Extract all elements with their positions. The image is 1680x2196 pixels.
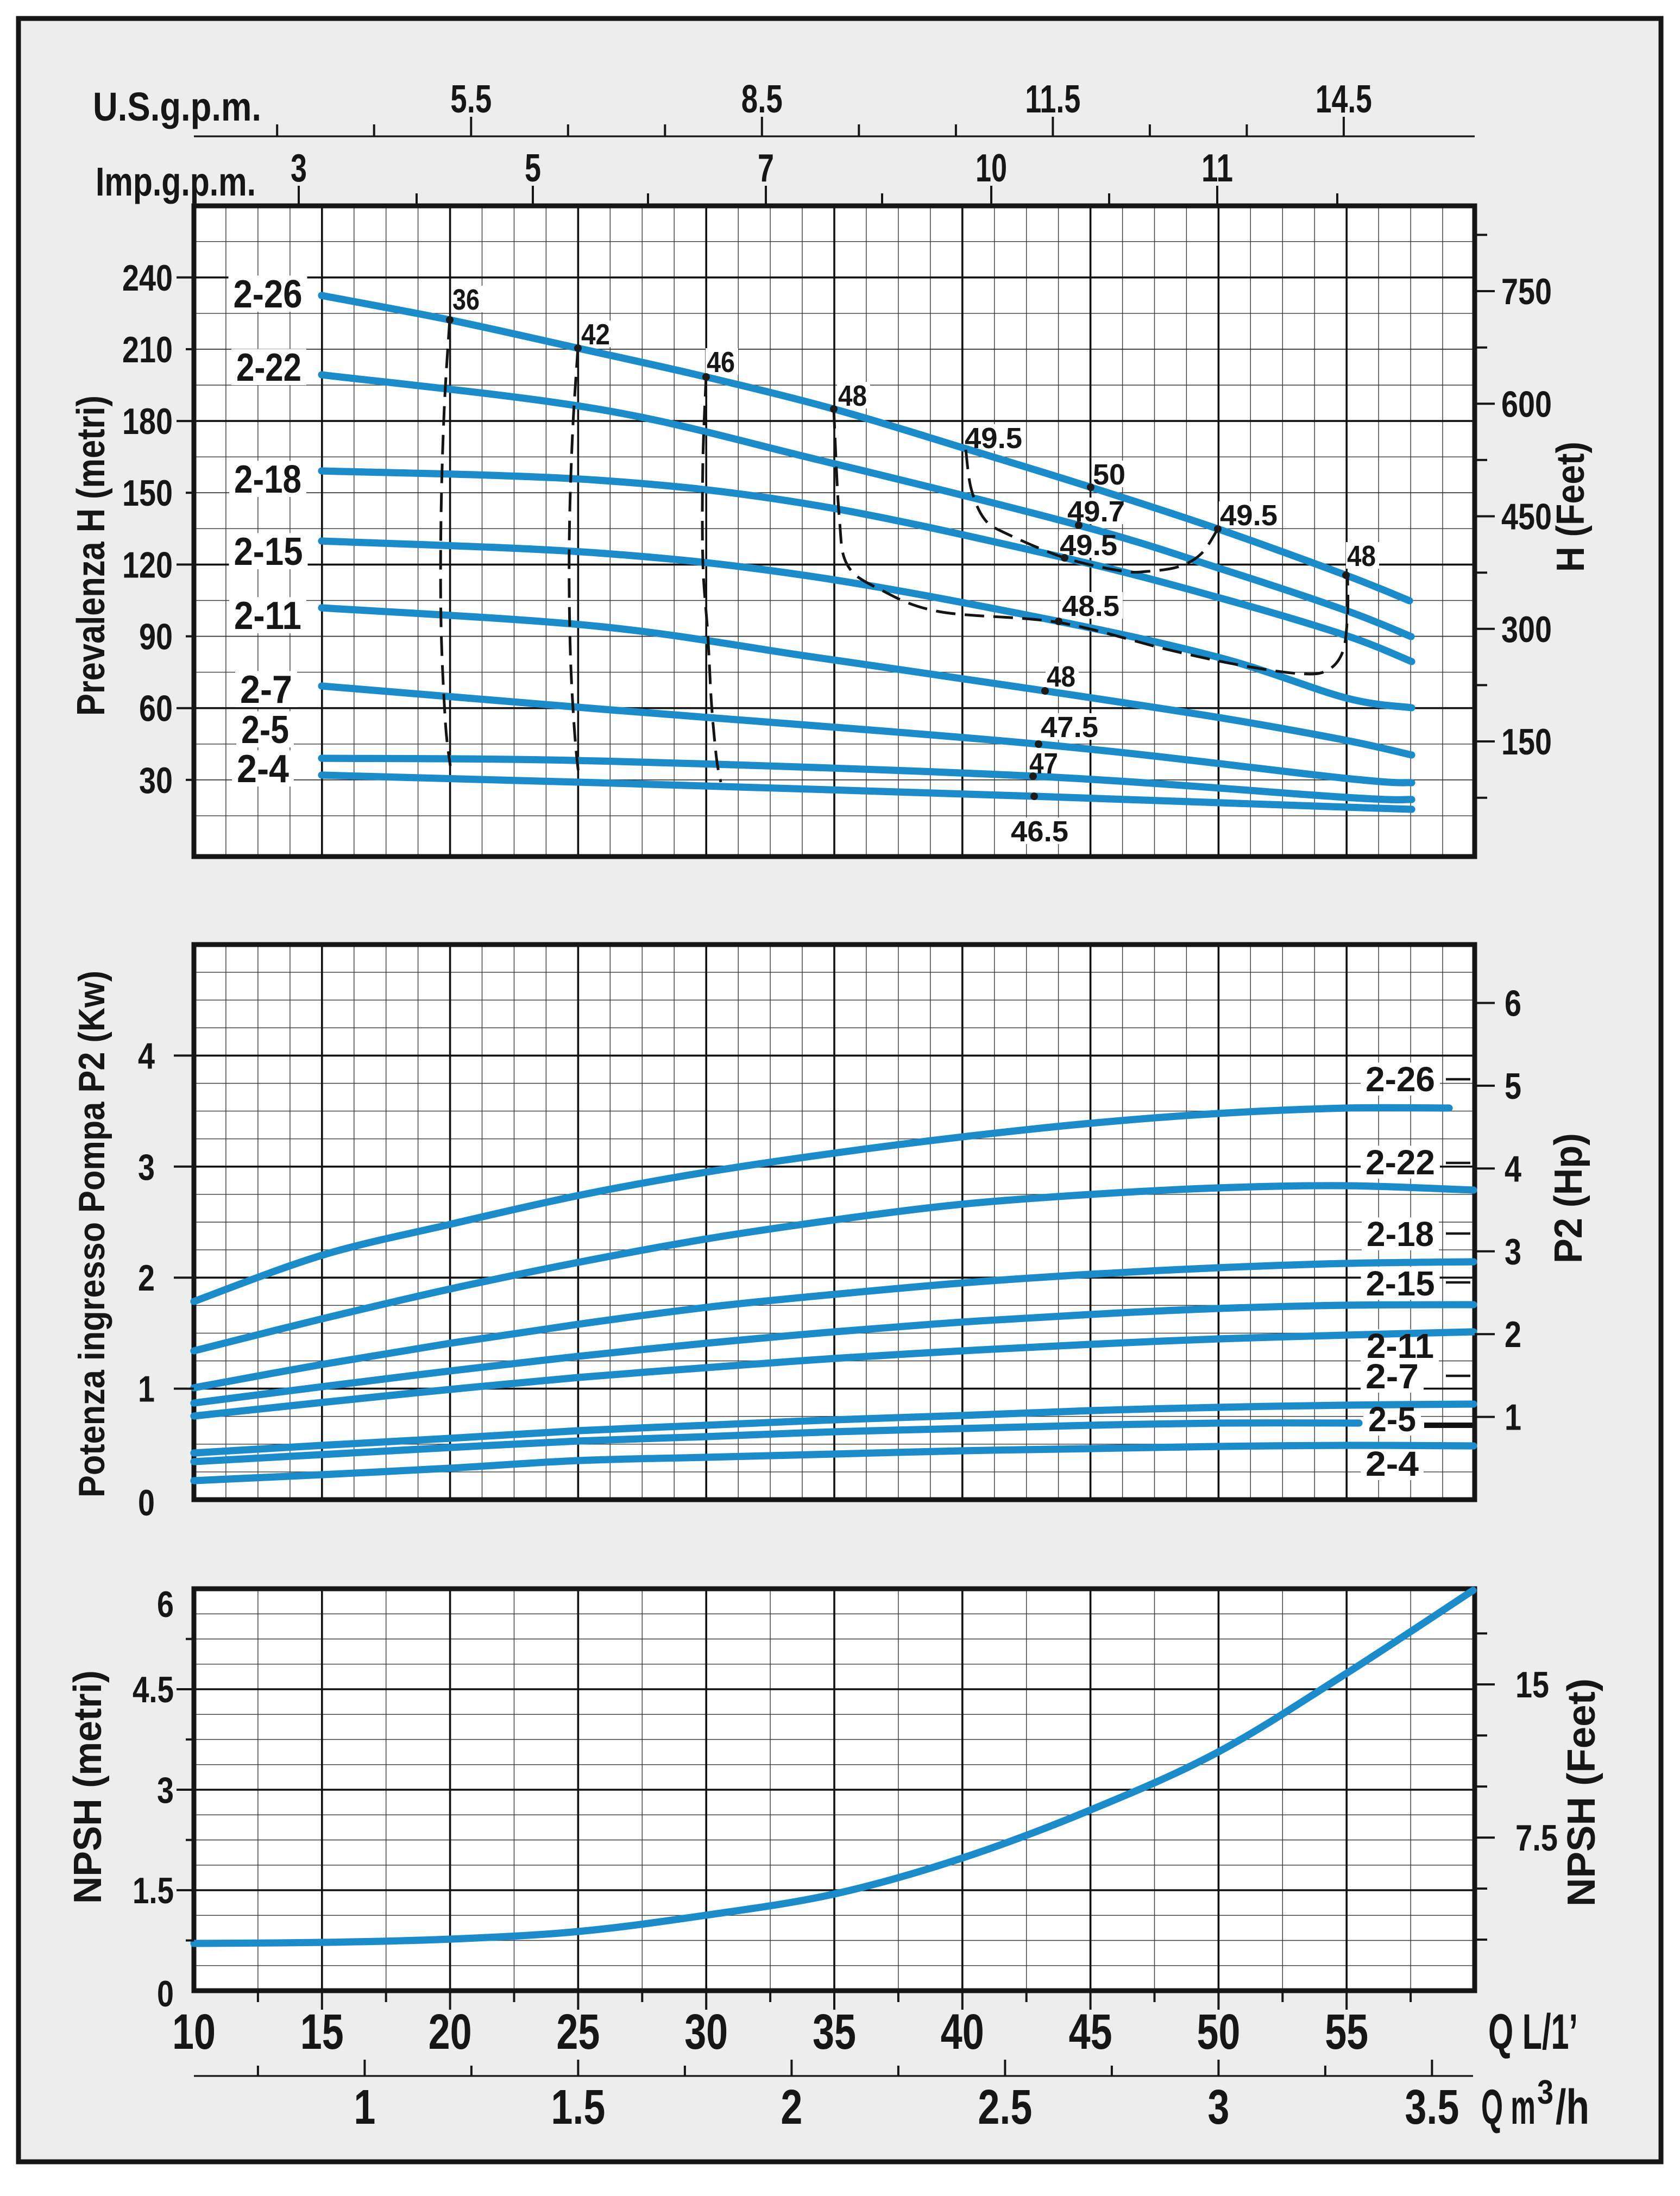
svg-text:2-26: 2-26 (234, 273, 303, 316)
svg-text:3: 3 (291, 147, 307, 190)
svg-text:47.5: 47.5 (1041, 711, 1098, 744)
svg-text:15: 15 (1515, 1664, 1549, 1706)
svg-text:90: 90 (139, 616, 173, 658)
svg-text:8.5: 8.5 (741, 78, 783, 121)
svg-text:46.5: 46.5 (1011, 815, 1068, 848)
svg-text:750: 750 (1501, 271, 1552, 312)
svg-text:60: 60 (139, 688, 173, 729)
svg-text:300: 300 (1501, 609, 1552, 650)
svg-text:2: 2 (781, 2080, 802, 2135)
svg-text:2-18: 2-18 (1367, 1215, 1434, 1254)
svg-text:11.5: 11.5 (1025, 78, 1080, 121)
svg-text:14.5: 14.5 (1316, 78, 1372, 121)
svg-text:2-4: 2-4 (1366, 1444, 1419, 1483)
svg-text:30: 30 (139, 760, 173, 801)
svg-text:Imp.g.p.m.: Imp.g.p.m. (96, 159, 256, 204)
svg-text:180: 180 (122, 401, 173, 442)
svg-text:5: 5 (525, 147, 541, 190)
svg-text:3: 3 (138, 1147, 155, 1188)
svg-text:35: 35 (813, 2004, 856, 2060)
svg-text:2-5: 2-5 (241, 708, 289, 752)
svg-text:1.5: 1.5 (551, 2080, 605, 2135)
svg-text:2-22: 2-22 (236, 346, 301, 389)
svg-text:1: 1 (354, 2080, 375, 2135)
svg-text:49.5: 49.5 (1060, 529, 1117, 562)
svg-text:11: 11 (1201, 147, 1233, 190)
svg-text:49.5: 49.5 (1220, 499, 1278, 532)
svg-text:48: 48 (838, 380, 867, 412)
svg-text:450: 450 (1501, 496, 1552, 538)
svg-text:49.5: 49.5 (965, 422, 1022, 455)
svg-text:0: 0 (157, 1973, 174, 2015)
svg-text:48.5: 48.5 (1062, 590, 1119, 622)
svg-text:2-22: 2-22 (1366, 1143, 1435, 1182)
svg-text:48: 48 (1047, 660, 1075, 693)
svg-text:2-18: 2-18 (234, 458, 301, 501)
svg-text:0: 0 (138, 1482, 155, 1524)
svg-text:2: 2 (138, 1257, 155, 1299)
svg-text:4: 4 (138, 1035, 155, 1077)
svg-text:6: 6 (1505, 983, 1521, 1024)
svg-text:/h: /h (1556, 2080, 1589, 2135)
svg-text:49.7: 49.7 (1067, 495, 1125, 528)
svg-text:36: 36 (452, 284, 480, 316)
svg-text:1: 1 (138, 1369, 155, 1410)
svg-text:10: 10 (976, 147, 1007, 190)
svg-text:7: 7 (758, 147, 774, 190)
svg-text:4.5: 4.5 (133, 1669, 174, 1710)
svg-text:Prevalenza H (metri): Prevalenza H (metri) (70, 395, 113, 716)
svg-text:6: 6 (157, 1584, 174, 1625)
svg-text:42: 42 (581, 318, 610, 351)
svg-text:30: 30 (684, 2004, 728, 2060)
svg-text:20: 20 (429, 2004, 472, 2060)
svg-text:150: 150 (122, 473, 173, 514)
svg-text:2-11: 2-11 (1367, 1326, 1434, 1366)
svg-text:120: 120 (122, 544, 173, 586)
svg-text:3: 3 (157, 1770, 174, 1811)
svg-text:150: 150 (1501, 721, 1552, 763)
svg-text:47: 47 (1029, 747, 1058, 780)
svg-text:H (Feet): H (Feet) (1549, 442, 1593, 572)
svg-text:40: 40 (941, 2004, 984, 2060)
svg-text:45: 45 (1069, 2004, 1112, 2060)
svg-text:2-26: 2-26 (1366, 1060, 1435, 1099)
svg-text:3.5: 3.5 (1405, 2080, 1459, 2135)
svg-text:46: 46 (707, 346, 735, 379)
svg-text:1: 1 (1505, 1397, 1521, 1438)
svg-text:50: 50 (1197, 2004, 1240, 2060)
svg-text:2-7: 2-7 (240, 668, 292, 712)
svg-text:NPSH (metri): NPSH (metri) (66, 1670, 110, 1904)
svg-text:2-5: 2-5 (1368, 1400, 1416, 1439)
svg-text:48: 48 (1347, 540, 1376, 572)
svg-text:2-11: 2-11 (234, 594, 301, 638)
svg-text:2.5: 2.5 (978, 2080, 1032, 2135)
svg-text:P2 (Hp): P2 (Hp) (1547, 1133, 1590, 1263)
svg-text:1.5: 1.5 (133, 1870, 174, 1911)
svg-text:2-4: 2-4 (237, 747, 289, 791)
svg-text:15: 15 (300, 2004, 344, 2060)
svg-text:2-7: 2-7 (1366, 1357, 1419, 1396)
svg-text:7.5: 7.5 (1515, 1817, 1558, 1859)
svg-text:NPSH (Feet): NPSH (Feet) (1560, 1678, 1603, 1906)
svg-text:U.S.g.p.m.: U.S.g.p.m. (93, 84, 261, 129)
svg-text:2-15: 2-15 (234, 530, 303, 574)
svg-text:4: 4 (1505, 1148, 1521, 1190)
svg-text:600: 600 (1501, 383, 1552, 425)
svg-text:55: 55 (1325, 2004, 1368, 2060)
svg-text:25: 25 (556, 2004, 600, 2060)
svg-text:10: 10 (172, 2004, 216, 2060)
svg-text:2: 2 (1505, 1314, 1521, 1355)
svg-text:Q m: Q m (1481, 2080, 1536, 2135)
svg-text:5.5: 5.5 (450, 78, 492, 121)
svg-text:Potenza ingresso Pompa P2 (Kw): Potenza ingresso Pompa P2 (Kw) (71, 971, 112, 1497)
svg-text:Q L/1’: Q L/1’ (1488, 2004, 1578, 2060)
svg-text:50: 50 (1093, 458, 1125, 491)
svg-text:210: 210 (122, 329, 173, 370)
svg-text:3: 3 (1537, 2074, 1553, 2111)
svg-text:240: 240 (122, 257, 173, 299)
svg-text:3: 3 (1505, 1231, 1521, 1273)
svg-text:5: 5 (1505, 1066, 1521, 1107)
svg-text:3: 3 (1207, 2080, 1229, 2135)
svg-text:2-15: 2-15 (1366, 1264, 1435, 1303)
